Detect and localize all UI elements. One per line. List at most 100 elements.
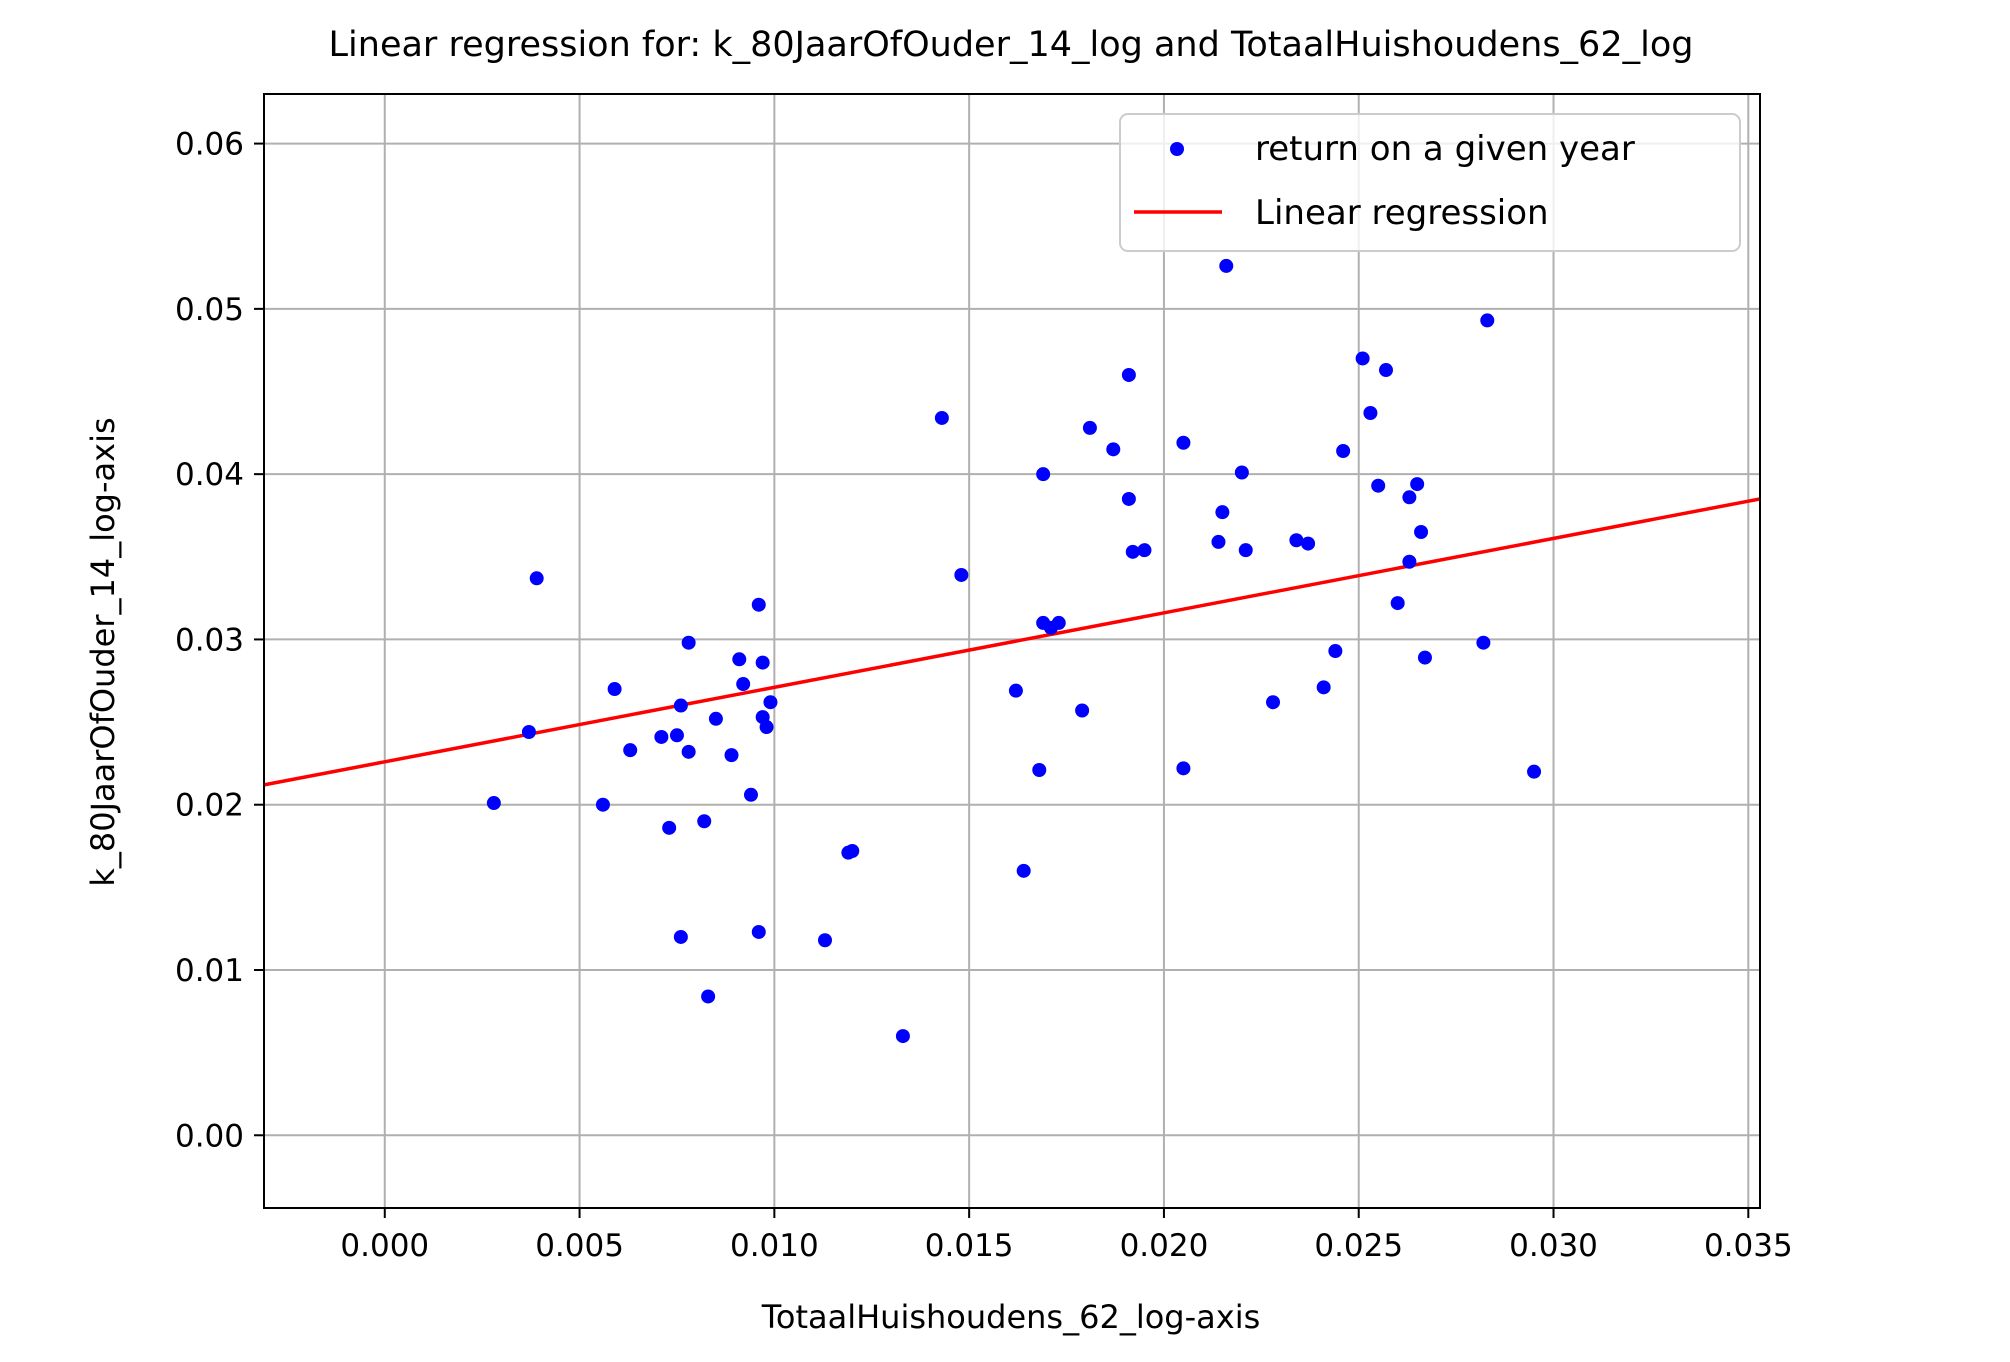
data-point <box>743 787 758 802</box>
x-tick-label: 0.010 <box>730 1228 819 1264</box>
data-point <box>1527 764 1542 779</box>
data-point <box>595 797 610 812</box>
y-tick-label: 0.02 <box>175 788 244 824</box>
x-tick-label: 0.015 <box>925 1228 1014 1264</box>
data-point <box>1266 695 1281 710</box>
data-point <box>954 567 969 582</box>
data-point <box>623 743 638 758</box>
data-point <box>1328 644 1343 658</box>
y-tick-label: 0.01 <box>175 953 244 989</box>
data-point <box>1234 465 1249 480</box>
data-point <box>697 814 712 829</box>
data-point <box>1075 703 1090 718</box>
y-axis-label: k_80JaarOfOuder_14_log-axis <box>84 417 122 886</box>
data-point <box>1301 536 1316 551</box>
x-axis-ticks: 0.000 0.005 0.010 0.015 0.020 0.025 0.030 0.035 <box>340 1208 1793 1264</box>
scatter-points <box>486 258 1542 1044</box>
data-point <box>1402 554 1417 569</box>
data-point <box>736 677 751 692</box>
data-point <box>818 933 832 948</box>
data-point <box>1036 467 1051 482</box>
data-point <box>895 1029 910 1044</box>
data-point <box>1238 543 1253 558</box>
data-point <box>1390 596 1405 611</box>
plot-area: 0.000 0.005 0.010 0.015 0.020 0.025 0.030 0.035… <box>175 93 1793 1264</box>
x-tick-label: 0.035 <box>1704 1228 1793 1264</box>
data-point <box>1215 505 1230 520</box>
data-point <box>1476 635 1491 650</box>
chart-title: Linear regression for: k_80JaarOfOuder_1… <box>329 25 1694 65</box>
data-point <box>724 748 739 763</box>
data-point <box>1051 615 1066 630</box>
regression-line <box>263 497 1761 787</box>
x-tick-label: 0.020 <box>1120 1228 1209 1264</box>
data-point <box>1121 367 1136 382</box>
x-tick-label: 0.000 <box>340 1228 429 1264</box>
data-point <box>751 924 766 939</box>
data-point <box>654 729 669 744</box>
data-point <box>521 724 536 739</box>
data-point <box>681 635 696 650</box>
data-point <box>1363 405 1378 420</box>
data-point <box>1410 477 1425 492</box>
data-point <box>1414 524 1429 539</box>
data-point <box>1336 444 1351 459</box>
legend-marker-scatter <box>1170 142 1184 156</box>
data-point <box>1082 420 1097 435</box>
x-tick-label: 0.030 <box>1509 1228 1598 1264</box>
regression-line-group <box>263 497 1761 787</box>
data-point <box>681 744 696 759</box>
data-point <box>607 682 622 697</box>
data-point <box>1371 478 1386 493</box>
data-point <box>1379 363 1393 378</box>
data-point <box>755 655 770 670</box>
data-point <box>1480 313 1495 328</box>
data-point <box>1125 544 1140 559</box>
data-point <box>732 652 747 667</box>
grid-lines <box>264 94 1760 1208</box>
data-point <box>708 711 723 726</box>
legend-box <box>1119 113 1741 252</box>
data-point <box>1355 351 1370 366</box>
data-point <box>1032 763 1047 778</box>
legend-label-scatter: return on a given year <box>1255 129 1635 169</box>
y-axis-ticks: 0.00 0.01 0.02 0.03 0.04 0.05 0.06 <box>175 127 264 1154</box>
data-point <box>1219 258 1234 273</box>
data-point <box>486 796 501 811</box>
legend-label-line: Linear regression <box>1255 193 1549 233</box>
data-point <box>662 820 677 835</box>
y-tick-label: 0.05 <box>175 292 244 328</box>
y-tick-label: 0.00 <box>175 1118 244 1154</box>
y-tick-label: 0.06 <box>175 127 244 163</box>
data-point <box>763 695 778 710</box>
data-point <box>673 929 688 944</box>
data-point <box>1176 761 1191 776</box>
data-point <box>1121 491 1136 506</box>
data-point <box>1402 490 1417 505</box>
x-tick-label: 0.025 <box>1314 1228 1403 1264</box>
axes-background <box>264 94 1760 1208</box>
data-point <box>529 571 544 586</box>
data-point <box>673 698 688 713</box>
data-point <box>1106 442 1121 457</box>
x-tick-label: 0.005 <box>535 1228 624 1264</box>
x-axis-label: TotaalHuishoudens_62_log-axis <box>761 1298 1261 1336</box>
data-point <box>759 720 774 735</box>
data-point <box>1008 683 1023 698</box>
data-point <box>751 597 766 612</box>
data-point <box>1211 534 1226 549</box>
data-point <box>1316 680 1331 695</box>
data-point <box>934 410 949 425</box>
data-point <box>1016 863 1031 878</box>
data-point <box>1176 435 1191 450</box>
data-point <box>1289 533 1304 548</box>
axes-frame <box>263 93 1761 1209</box>
data-point <box>701 989 716 1004</box>
data-point <box>1137 543 1152 558</box>
data-point <box>845 843 860 858</box>
data-point <box>669 728 684 743</box>
legend: return on a given year Linear regression <box>1119 113 1741 252</box>
data-point <box>1417 650 1432 665</box>
y-tick-label: 0.03 <box>175 622 244 658</box>
